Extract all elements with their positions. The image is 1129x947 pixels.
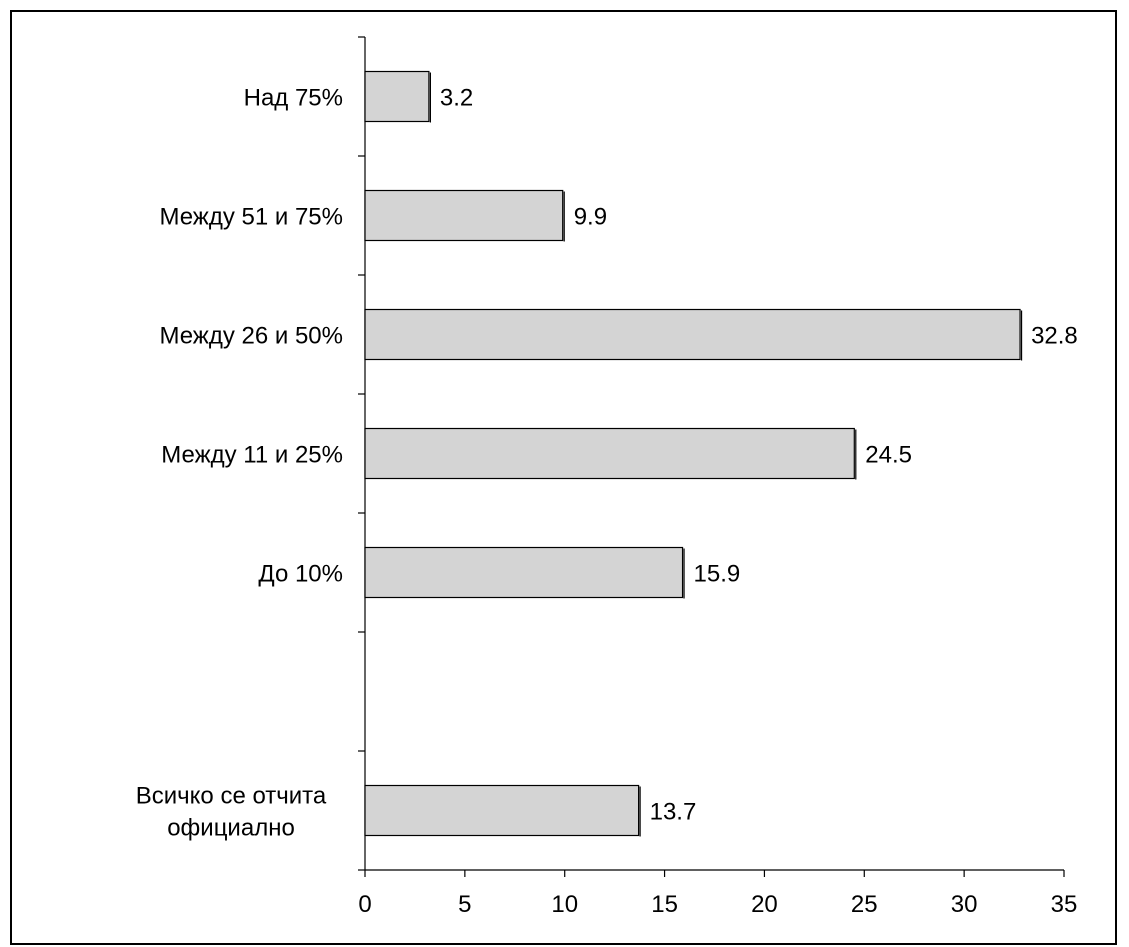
data-label: 15.9 bbox=[694, 561, 741, 588]
data-label: 32.8 bbox=[1031, 323, 1078, 350]
bar bbox=[364, 308, 1021, 361]
x-tick-label: 5 bbox=[458, 891, 471, 918]
data-label: 24.5 bbox=[865, 442, 912, 469]
data-label: 9.9 bbox=[574, 204, 607, 231]
bar bbox=[364, 427, 855, 480]
category-label: Между 26 и 50% bbox=[159, 323, 343, 350]
bar bbox=[364, 189, 564, 242]
category-label-line: Всичко се отчита bbox=[136, 783, 327, 810]
x-tick-label: 30 bbox=[951, 891, 978, 918]
x-tick-label: 10 bbox=[551, 891, 578, 918]
category-label: Над 75% bbox=[244, 85, 343, 112]
bars bbox=[364, 70, 1023, 837]
bar bbox=[364, 546, 684, 599]
x-tick-label: 20 bbox=[751, 891, 778, 918]
category-label: До 10% bbox=[258, 561, 343, 588]
x-tick-label: 15 bbox=[651, 891, 678, 918]
data-label: 3.2 bbox=[440, 85, 473, 112]
bar bbox=[364, 784, 640, 837]
labels: 3.2 Над 75% 9.9 Между 51 и 75% 32.8 Между 26 … bbox=[136, 85, 1078, 842]
category-label-line: официално bbox=[167, 815, 295, 842]
axes: 0 5 10 15 20 25 30 35 bbox=[358, 36, 1078, 918]
category-label: Между 51 и 75% bbox=[159, 204, 343, 231]
category-label: Между 11 и 25% bbox=[161, 442, 343, 469]
x-tick-label: 25 bbox=[851, 891, 878, 918]
bar bbox=[364, 70, 430, 123]
category-label: Всичко се отчита официално bbox=[136, 783, 327, 842]
data-label: 13.7 bbox=[650, 799, 697, 826]
x-tick-label: 35 bbox=[1051, 891, 1078, 918]
x-tick-label: 0 bbox=[358, 891, 371, 918]
